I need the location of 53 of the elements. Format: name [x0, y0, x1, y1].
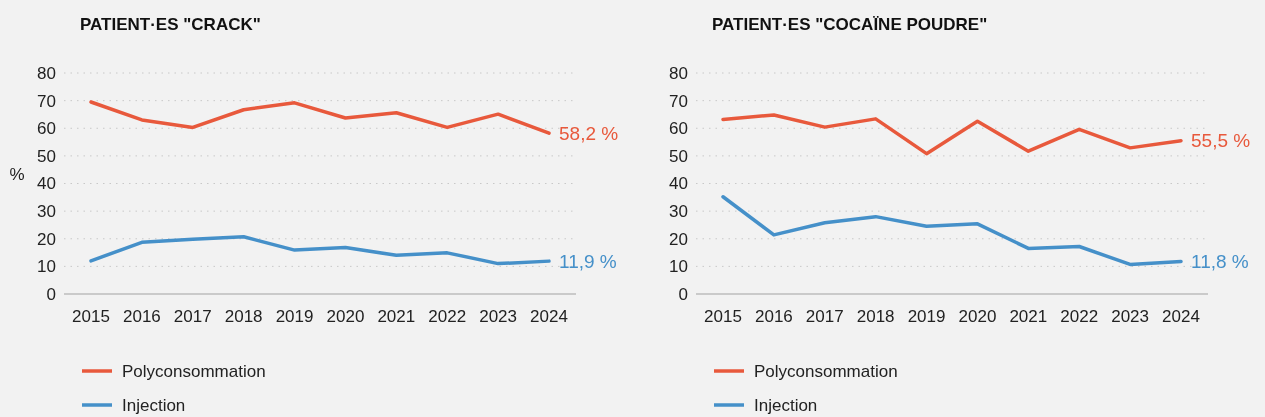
y-tick-label: 40	[669, 174, 688, 194]
x-tick-label: 2016	[754, 307, 793, 326]
data-label: 58,2 %	[559, 122, 619, 144]
y-tick-label: 0	[678, 284, 688, 304]
y-tick-label: 20	[669, 229, 688, 249]
y-tick-label: 20	[37, 229, 56, 249]
x-tick-label: 2020	[326, 307, 365, 326]
y-tick-label: 30	[669, 202, 688, 222]
x-tick-label: 2019	[275, 307, 314, 326]
y-tick-label: 0	[46, 284, 56, 304]
legend-label: Polyconsommation	[122, 361, 266, 381]
y-tick-label: 60	[669, 119, 688, 139]
x-tick-label: 2021	[377, 307, 416, 326]
chart-title: PATIENT·ES "CRACK"	[80, 15, 261, 34]
y-tick-label: 70	[669, 91, 688, 111]
x-tick-label: 2022	[1060, 307, 1099, 326]
legend-label: Injection	[122, 395, 186, 415]
x-tick-label: 2022	[428, 307, 467, 326]
x-tick-label: 2021	[1009, 307, 1048, 326]
data-label: 11,9 %	[559, 250, 617, 272]
y-tick-label: 50	[669, 146, 688, 166]
x-tick-label: 2020	[958, 307, 997, 326]
y-tick-label: 80	[669, 63, 688, 83]
x-tick-label: 2024	[1162, 307, 1200, 326]
legend-label: Injection	[754, 395, 818, 415]
data-label: 11,8 %	[1191, 251, 1249, 273]
y-tick-label: 70	[37, 91, 56, 111]
x-tick-label: 2017	[805, 307, 844, 326]
x-tick-label: 2023	[479, 307, 518, 326]
y-tick-label: 60	[37, 119, 56, 139]
chart-title: PATIENT·ES "COCAÏNE POUDRE"	[712, 15, 988, 34]
y-tick-label: 10	[37, 257, 56, 277]
y-tick-label: 30	[37, 202, 56, 222]
y-tick-label: 50	[37, 146, 56, 166]
legend-label: Polyconsommation	[754, 361, 898, 381]
line-series	[721, 113, 1183, 156]
y-tick-label: 80	[37, 63, 56, 83]
y-tick-label: 40	[37, 174, 56, 194]
line-series	[721, 195, 1183, 267]
x-tick-label: 2015	[704, 307, 742, 326]
data-label: 55,5 %	[1191, 130, 1251, 152]
x-tick-label: 2023	[1111, 307, 1150, 326]
x-tick-label: 2016	[122, 307, 161, 326]
x-tick-label: 2019	[907, 307, 946, 326]
x-tick-label: 2015	[72, 307, 110, 326]
y-tick-label: 10	[669, 257, 688, 277]
y-axis-title: %	[9, 165, 25, 184]
x-tick-label: 2017	[173, 307, 212, 326]
x-tick-label: 2018	[856, 307, 895, 326]
x-tick-label: 2018	[224, 307, 263, 326]
x-tick-label: 2024	[530, 307, 568, 326]
line-series	[89, 235, 551, 266]
line-series	[89, 100, 551, 135]
